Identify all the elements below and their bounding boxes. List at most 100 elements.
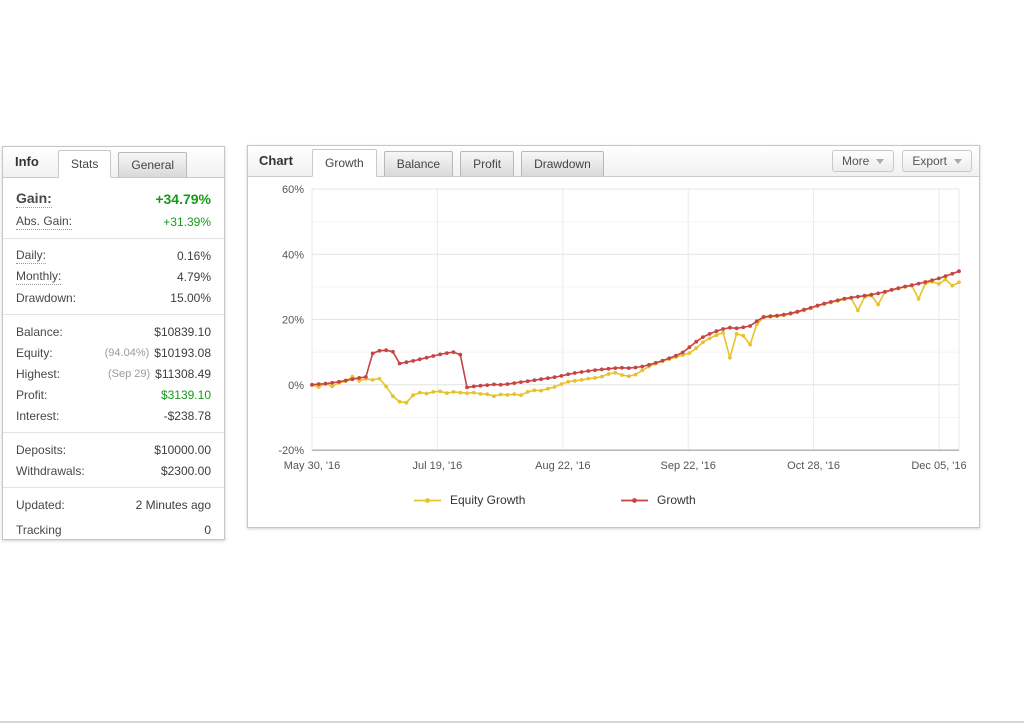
stats-panel: Info Stats General Gain: +34.79% Abs. Gain:… — [2, 146, 225, 540]
stat-value: $10839.10 — [154, 324, 211, 339]
chart-header-buttons: More Export — [831, 150, 972, 172]
stat-label: Abs. Gain: — [16, 213, 73, 230]
axis-tick-label: 60% — [282, 184, 304, 196]
stat-row: Withdrawals: $2300.00 — [3, 460, 224, 481]
stat-label: Interest: — [16, 408, 60, 423]
stat-value: $10000.00 — [154, 442, 211, 457]
stat-value-wrap: (Sep 29) $11308.49 — [108, 367, 211, 381]
axis-tick-label: Sep 22, '16 — [661, 460, 716, 472]
stat-value-wrap: 0 — [204, 523, 211, 537]
stat-row: Tracking 0 — [3, 519, 224, 540]
axis-tick-label: May 30, '16 — [284, 460, 341, 472]
legend-label: Growth — [657, 493, 696, 507]
chart-panel-header: Chart Growth Balance Profit Drawdown More E… — [248, 146, 979, 177]
stat-row: Gain: +34.79% — [3, 187, 224, 211]
stat-value-wrap: -$238.78 — [164, 409, 211, 423]
legend-item-growth[interactable]: Growth — [621, 493, 696, 507]
legend-line-marker-icon — [414, 497, 441, 503]
stat-value: $2300.00 — [160, 463, 211, 478]
stat-value-wrap: +31.39% — [163, 215, 211, 229]
more-button-label: More — [841, 154, 870, 168]
stat-value-wrap: $2300.00 — [161, 464, 211, 478]
stat-group: Gain: +34.79% Abs. Gain: +31.39% — [3, 178, 224, 238]
axis-tick-label: 20% — [282, 315, 304, 327]
stat-value: +34.79% — [155, 191, 211, 207]
stat-value: 0 — [204, 522, 211, 537]
tab-stats[interactable]: Stats — [58, 150, 112, 178]
stat-subvalue: (Sep 29) — [107, 367, 151, 380]
export-button[interactable]: Export — [902, 150, 972, 172]
axis-tick-label: -20% — [278, 445, 304, 457]
stat-row: Abs. Gain: +31.39% — [3, 211, 224, 232]
stat-value-wrap: 2 Minutes ago — [136, 498, 211, 512]
stat-value: $3139.10 — [160, 387, 211, 402]
page-bottom-edge — [0, 721, 1024, 723]
stat-label: Withdrawals: — [16, 463, 85, 478]
stat-group: Daily: 0.16% Monthly: 4.79% Drawdown: 15.00% — [3, 238, 224, 314]
stat-value: 15.00% — [170, 290, 211, 305]
more-button[interactable]: More — [831, 150, 895, 172]
stat-value-wrap: $10000.00 — [154, 443, 211, 457]
stat-row: Updated: 2 Minutes ago — [3, 494, 224, 515]
stat-value-wrap: $10839.10 — [154, 325, 211, 339]
axis-tick-label: Aug 22, '16 — [535, 460, 590, 472]
stats-panel-header: Info Stats General — [3, 147, 224, 178]
info-title: Info — [15, 154, 39, 169]
axis-tick-label: 40% — [282, 249, 304, 261]
tab-general[interactable]: General — [118, 152, 188, 177]
stat-group: Updated: 2 Minutes ago Tracking 0 — [3, 487, 224, 546]
tab-balance[interactable]: Balance — [383, 151, 454, 176]
stat-label: Tracking — [16, 522, 62, 537]
stat-value-wrap: 15.00% — [170, 291, 211, 305]
chart-area: 60% 40% 20% 0% -20% May 30, '16 Jul 19, '16 Aug… — [248, 177, 979, 527]
stat-label: Balance: — [16, 324, 63, 339]
growth-chart: 60% 40% 20% 0% -20% May 30, '16 Jul 19, '16 Aug… — [278, 184, 966, 472]
stats-body: Gain: +34.79% Abs. Gain: +31.39% Daily: 0.16%… — [3, 178, 224, 546]
stat-label: Updated: — [16, 497, 65, 512]
stats-tab-bar: Stats General — [58, 150, 188, 178]
axis-tick-label: Jul 19, '16 — [412, 460, 462, 472]
stat-value-wrap: $3139.10 — [161, 388, 211, 402]
stat-value-wrap: 4.79% — [177, 270, 211, 284]
stat-label: Gain: — [16, 190, 52, 208]
axis-tick-label: 0% — [288, 380, 304, 392]
stat-row: Daily: 0.16% — [3, 245, 224, 266]
stat-value-wrap: +34.79% — [155, 191, 211, 207]
chevron-down-icon — [876, 158, 885, 164]
tab-drawdown[interactable]: Drawdown — [521, 151, 604, 176]
stat-value: +31.39% — [163, 214, 211, 229]
stat-label: Profit: — [16, 387, 48, 402]
chart-panel: Chart Growth Balance Profit Drawdown More E… — [247, 145, 980, 528]
stat-row: Drawdown: 15.00% — [3, 287, 224, 308]
axis-tick-label: Dec 05, '16 — [911, 460, 966, 472]
series-growth — [310, 269, 961, 390]
tab-growth[interactable]: Growth — [312, 149, 377, 177]
stat-value: -$238.78 — [163, 408, 211, 423]
legend-item-equity-growth[interactable]: Equity Growth — [414, 493, 525, 507]
stat-row: Deposits: $10000.00 — [3, 439, 224, 460]
export-button-label: Export — [912, 154, 947, 168]
stat-label: Drawdown: — [16, 290, 77, 305]
stat-row: Equity: (94.04%) $10193.08 — [3, 342, 224, 363]
stat-label: Deposits: — [16, 442, 67, 457]
chevron-down-icon — [954, 158, 962, 164]
stat-value-wrap: (94.04%) $10193.08 — [105, 346, 211, 360]
stat-row: Balance: $10839.10 — [3, 321, 224, 342]
stat-value: $11308.49 — [155, 366, 211, 381]
stat-value: 0.16% — [176, 248, 211, 263]
stat-group: Deposits: $10000.00 Withdrawals: $2300.00 — [3, 432, 224, 487]
stat-label: Daily: — [16, 247, 47, 264]
tab-profit[interactable]: Profit — [460, 151, 515, 176]
stat-row: Profit: $3139.10 — [3, 384, 224, 405]
chart-title: Chart — [259, 153, 293, 168]
legend-label: Equity Growth — [450, 493, 526, 507]
chart-tab-bar: Growth Balance Profit Drawdown — [312, 149, 604, 177]
stat-value: 4.79% — [176, 269, 211, 284]
stat-row: Monthly: 4.79% — [3, 266, 224, 287]
stat-value-wrap: 0.16% — [177, 249, 211, 263]
stat-row: Interest: -$238.78 — [3, 405, 224, 426]
stat-group: Balance: $10839.10 Equity: (94.04%) $10193.0… — [3, 314, 224, 432]
stat-label: Equity: — [16, 345, 53, 360]
stat-row: Highest: (Sep 29) $11308.49 — [3, 363, 224, 384]
stat-label: Highest: — [16, 366, 61, 381]
